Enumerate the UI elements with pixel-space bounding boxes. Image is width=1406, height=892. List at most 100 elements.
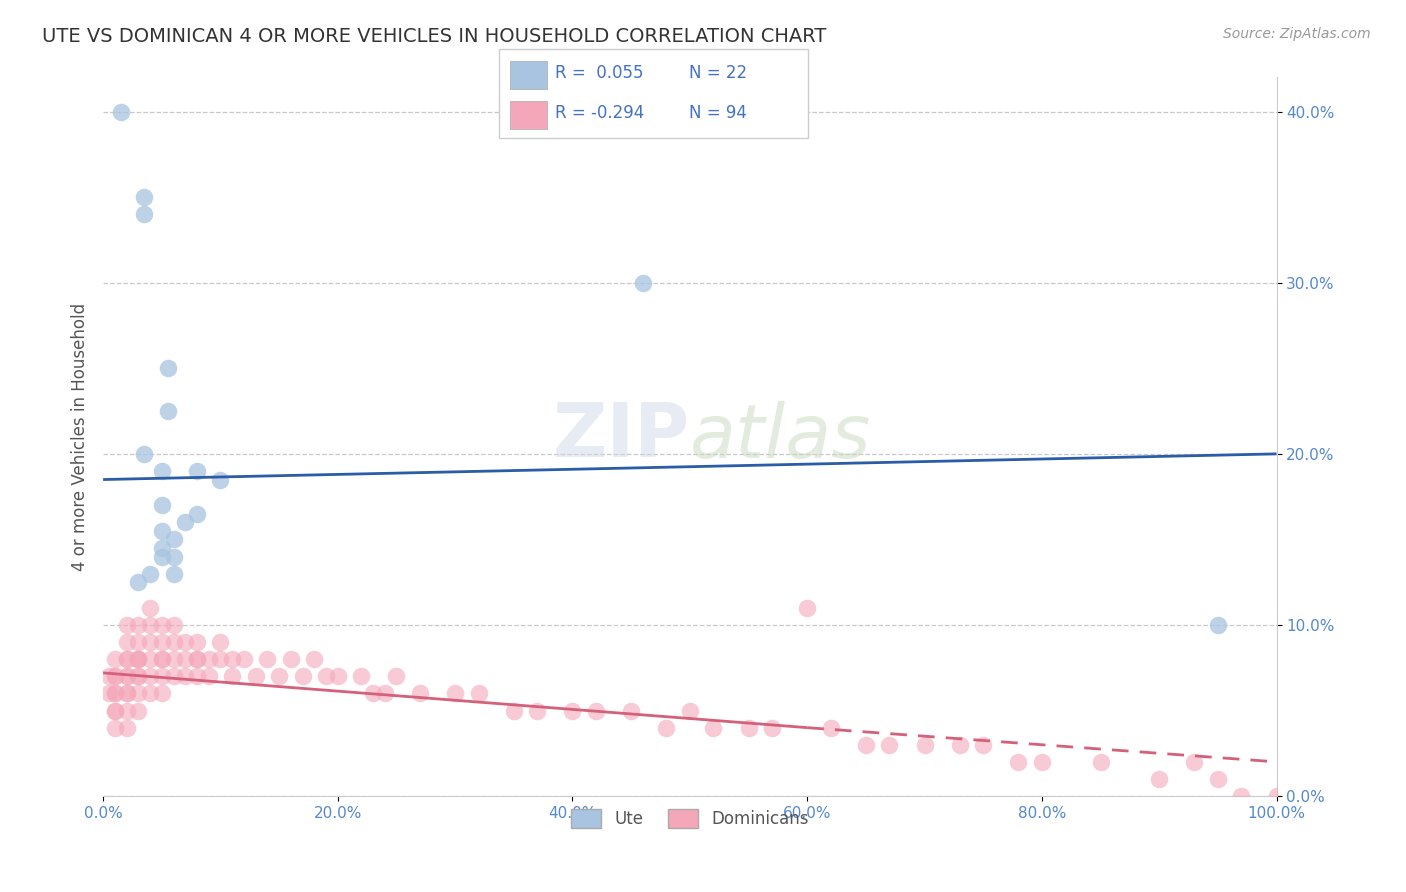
Point (127, 652, 149, 666)
Point (655, 721, 678, 735)
Text: N = 22: N = 22 (689, 64, 747, 82)
Point (150, 618, 173, 632)
Point (104, 686, 127, 700)
Point (150, 524, 173, 538)
Point (150, 498, 173, 512)
Point (110, 104, 132, 119)
Point (186, 464, 208, 478)
Point (526, 704, 548, 718)
Point (115, 618, 138, 632)
Point (1090, 755, 1112, 769)
Point (174, 635, 197, 649)
Point (115, 652, 138, 666)
Point (162, 549, 184, 564)
Point (820, 721, 842, 735)
Point (350, 669, 373, 683)
Point (162, 669, 184, 683)
Point (561, 704, 583, 718)
Point (1206, 618, 1229, 632)
Point (134, 207, 156, 221)
Point (620, 704, 643, 718)
Point (115, 704, 138, 718)
Point (150, 652, 173, 666)
Point (1031, 755, 1053, 769)
Point (374, 686, 396, 700)
Point (150, 686, 173, 700)
Point (1206, 772, 1229, 786)
Point (304, 652, 326, 666)
Point (104, 704, 127, 718)
Point (186, 507, 208, 521)
Point (127, 575, 149, 590)
Legend: Ute, Dominicans: Ute, Dominicans (564, 802, 815, 835)
Point (879, 738, 901, 752)
Point (315, 669, 337, 683)
Point (139, 635, 162, 649)
Point (104, 704, 127, 718)
Point (1184, 755, 1206, 769)
Point (115, 669, 138, 683)
Point (209, 635, 232, 649)
Point (221, 652, 243, 666)
Point (127, 669, 149, 683)
Point (197, 652, 219, 666)
Point (280, 652, 302, 666)
Point (949, 738, 972, 752)
Point (104, 652, 127, 666)
Point (134, 190, 156, 204)
Point (139, 618, 162, 632)
Point (209, 652, 232, 666)
Point (174, 652, 197, 666)
Point (631, 276, 654, 290)
Point (221, 669, 243, 683)
Point (115, 721, 138, 735)
Text: ZIP: ZIP (553, 401, 690, 474)
Point (139, 600, 162, 615)
Point (139, 566, 162, 581)
Point (269, 669, 291, 683)
Point (174, 669, 197, 683)
Point (150, 669, 173, 683)
Point (150, 541, 173, 555)
Point (972, 738, 994, 752)
Point (679, 704, 702, 718)
Point (1265, 789, 1288, 803)
Text: atlas: atlas (690, 401, 872, 473)
Point (115, 669, 138, 683)
Point (156, 404, 179, 418)
Point (150, 635, 173, 649)
Point (115, 686, 138, 700)
Point (761, 721, 783, 735)
Text: Source: ZipAtlas.com: Source: ZipAtlas.com (1223, 27, 1371, 41)
Point (127, 704, 149, 718)
Point (186, 669, 208, 683)
Point (326, 669, 349, 683)
Point (361, 686, 384, 700)
Point (385, 669, 408, 683)
Point (585, 704, 607, 718)
Point (150, 549, 173, 564)
Point (156, 361, 179, 376)
Point (209, 473, 232, 487)
Point (914, 738, 936, 752)
Point (855, 738, 877, 752)
Point (127, 618, 149, 632)
Point (162, 652, 184, 666)
Point (502, 704, 524, 718)
Point (104, 669, 127, 683)
Point (702, 721, 724, 735)
Point (127, 635, 149, 649)
Point (245, 669, 267, 683)
Point (139, 669, 162, 683)
Point (150, 652, 173, 666)
Point (162, 533, 184, 547)
Point (796, 600, 818, 615)
Text: N = 94: N = 94 (689, 104, 747, 122)
Point (104, 721, 127, 735)
Point (104, 669, 127, 683)
Point (98, 686, 121, 700)
Text: R = -0.294: R = -0.294 (555, 104, 644, 122)
Point (256, 652, 278, 666)
Point (127, 686, 149, 700)
Point (139, 686, 162, 700)
